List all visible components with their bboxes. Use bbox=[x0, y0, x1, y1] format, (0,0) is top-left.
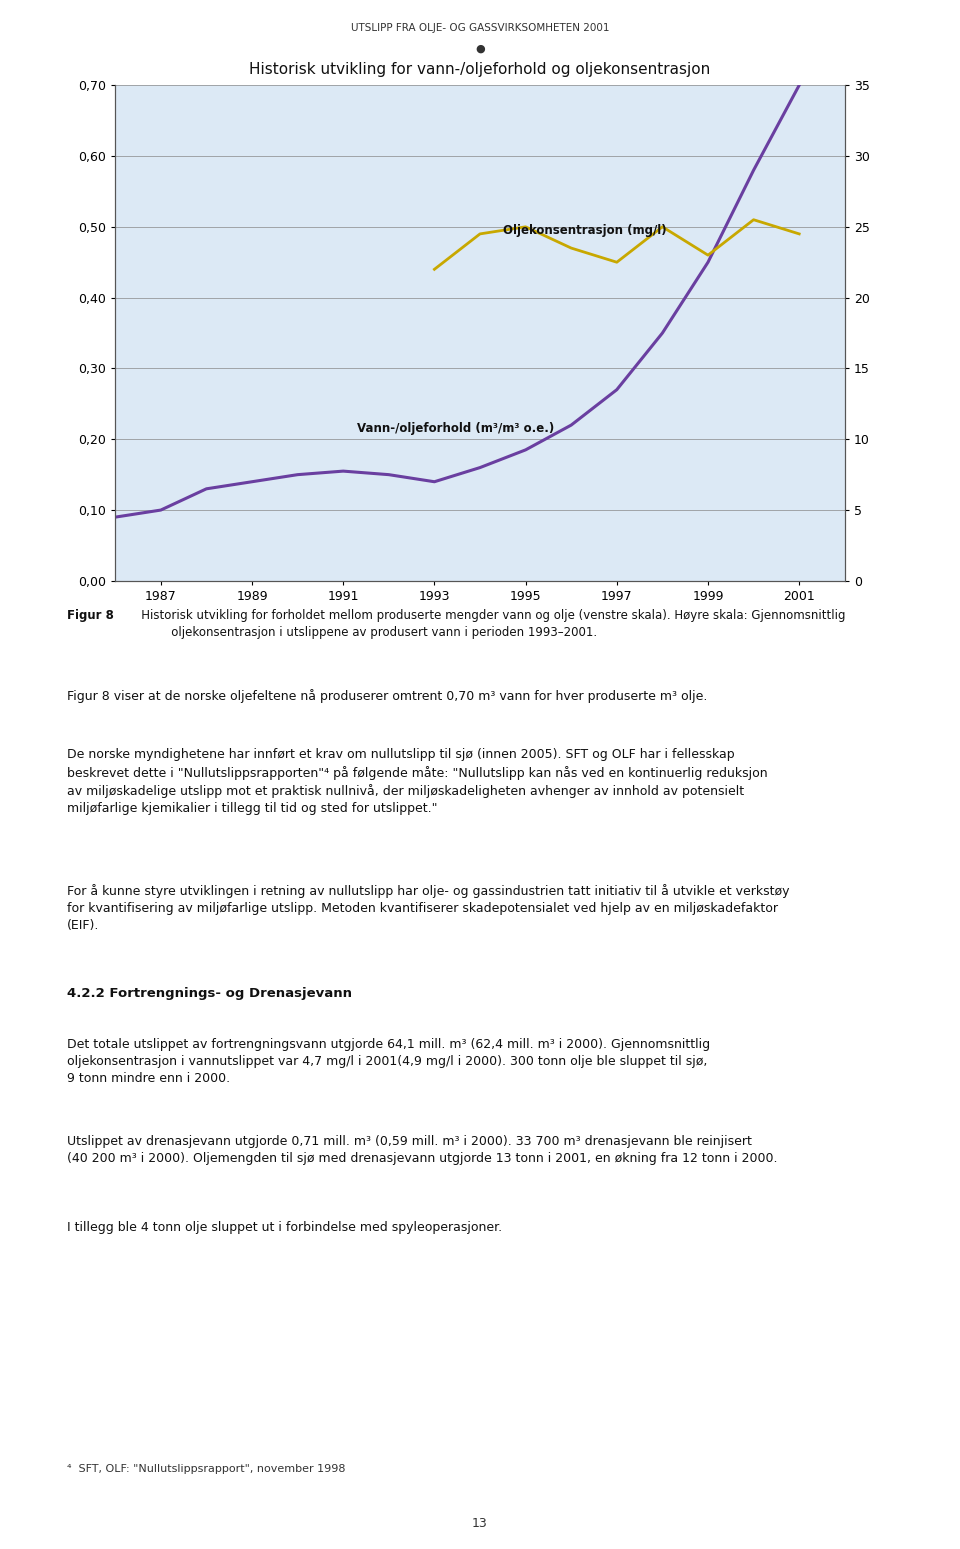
Text: Historisk utvikling for vann-/oljeforhold og oljekonsentrasjon: Historisk utvikling for vann-/oljeforhol… bbox=[250, 62, 710, 77]
Text: Oljekonsentrasjon (mg/l): Oljekonsentrasjon (mg/l) bbox=[503, 225, 666, 237]
Text: Figur 8: Figur 8 bbox=[67, 609, 114, 621]
Text: Utslippet av drenasjevann utgjorde 0,71 mill. m³ (0,59 mill. m³ i 2000). 33 700 : Utslippet av drenasjevann utgjorde 0,71 … bbox=[67, 1135, 778, 1165]
Text: 4.2.2 Fortrengnings- og Drenasjevann: 4.2.2 Fortrengnings- og Drenasjevann bbox=[67, 987, 352, 999]
Text: Historisk utvikling for forholdet mellom produserte mengder vann og olje (venstr: Historisk utvikling for forholdet mellom… bbox=[130, 609, 845, 638]
Text: De norske myndighetene har innført et krav om nullutslipp til sjø (innen 2005). : De norske myndighetene har innført et kr… bbox=[67, 748, 768, 815]
Text: I tillegg ble 4 tonn olje sluppet ut i forbindelse med spyleoperasjoner.: I tillegg ble 4 tonn olje sluppet ut i f… bbox=[67, 1221, 502, 1233]
Text: ●: ● bbox=[475, 43, 485, 53]
Text: For å kunne styre utviklingen i retning av nullutslipp har olje- og gassindustri: For å kunne styre utviklingen i retning … bbox=[67, 884, 790, 932]
Text: 13: 13 bbox=[472, 1518, 488, 1530]
Text: Vann-/oljeforhold (m³/m³ o.e.): Vann-/oljeforhold (m³/m³ o.e.) bbox=[357, 423, 554, 435]
Text: UTSLIPP FRA OLJE- OG GASSVIRKSOMHETEN 2001: UTSLIPP FRA OLJE- OG GASSVIRKSOMHETEN 20… bbox=[350, 23, 610, 33]
Text: Figur 8 viser at de norske oljefeltene nå produserer omtrent 0,70 m³ vann for hv: Figur 8 viser at de norske oljefeltene n… bbox=[67, 689, 708, 703]
Text: ⁴  SFT, OLF: "Nullutslippsrapport", november 1998: ⁴ SFT, OLF: "Nullutslippsrapport", novem… bbox=[67, 1464, 346, 1473]
Text: Det totale utslippet av fortrengningsvann utgjorde 64,1 mill. m³ (62,4 mill. m³ : Det totale utslippet av fortrengningsvan… bbox=[67, 1038, 710, 1084]
